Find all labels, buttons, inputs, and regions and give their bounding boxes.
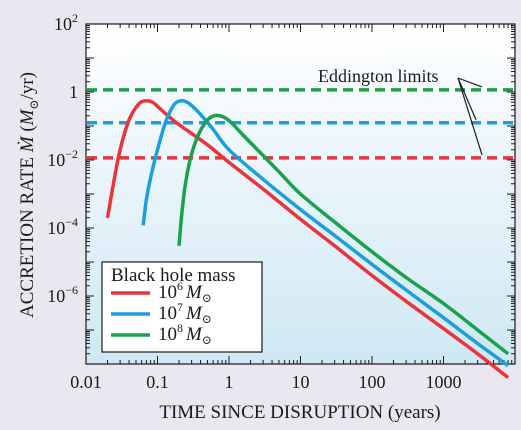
y-axis-label: ACCRETION RATE Ṁ (M⊙/yr) bbox=[17, 72, 41, 318]
x-tick-label: 10 bbox=[292, 372, 310, 392]
y-tick-label: 1 bbox=[69, 82, 78, 102]
legend: Black hole mass 106 M⊙107 M⊙108 M⊙ bbox=[101, 261, 263, 353]
axis-ticks bbox=[85, 23, 516, 365]
y-tick-label: 10−2 bbox=[47, 147, 78, 170]
y-tick-labels: 102 1 10−2 10−4 10−6 bbox=[47, 11, 78, 306]
x-tick-labels: 0.01 0.1 1 10 100 1000 bbox=[70, 372, 461, 392]
y-tick-label: 102 bbox=[54, 11, 78, 34]
x-tick-label: 1000 bbox=[426, 372, 462, 392]
eddington-annotation-label: Eddington limits bbox=[318, 66, 439, 86]
y-tick-label: 10−6 bbox=[47, 283, 78, 306]
legend-label: 108 M⊙ bbox=[158, 321, 212, 347]
series-line bbox=[105, 99, 510, 379]
legend-box bbox=[101, 261, 263, 353]
legend-label: 106 M⊙ bbox=[158, 279, 212, 305]
x-tick-label: 1 bbox=[225, 372, 234, 392]
eddington-annotation: Eddington limits bbox=[318, 66, 483, 156]
legend-entries: 106 M⊙107 M⊙108 M⊙ bbox=[111, 279, 212, 347]
legend-title: Black hole mass bbox=[111, 265, 236, 286]
eddington-annotation-pointers bbox=[457, 77, 483, 156]
x-axis-label: TIME SINCE DISRUPTION (years) bbox=[159, 402, 440, 423]
y-axis-label-unit-open: ( bbox=[17, 125, 38, 136]
legend-label: 107 M⊙ bbox=[158, 300, 212, 326]
x-tick-label: 100 bbox=[359, 372, 386, 392]
x-tick-label: 0.1 bbox=[146, 372, 169, 392]
eddington-limit-lines bbox=[87, 88, 514, 160]
series-line bbox=[177, 113, 510, 356]
accretion-curves bbox=[105, 98, 510, 379]
y-axis-label-prefix: ACCRETION RATE bbox=[17, 152, 38, 318]
x-tick-label: 0.01 bbox=[70, 372, 102, 392]
y-axis-label-symbol: Ṁ bbox=[17, 135, 38, 153]
y-tick-label: 10−4 bbox=[47, 215, 78, 238]
y-axis-label-unit-symbol: M bbox=[17, 108, 38, 126]
eddington-pointer bbox=[457, 77, 483, 156]
eddington-pointer bbox=[457, 77, 477, 120]
y-axis-label-unit-close: /yr) bbox=[17, 72, 38, 99]
eddington-pointer bbox=[457, 77, 483, 88]
y-axis-label-unit-sub: ⊙ bbox=[27, 99, 41, 109]
